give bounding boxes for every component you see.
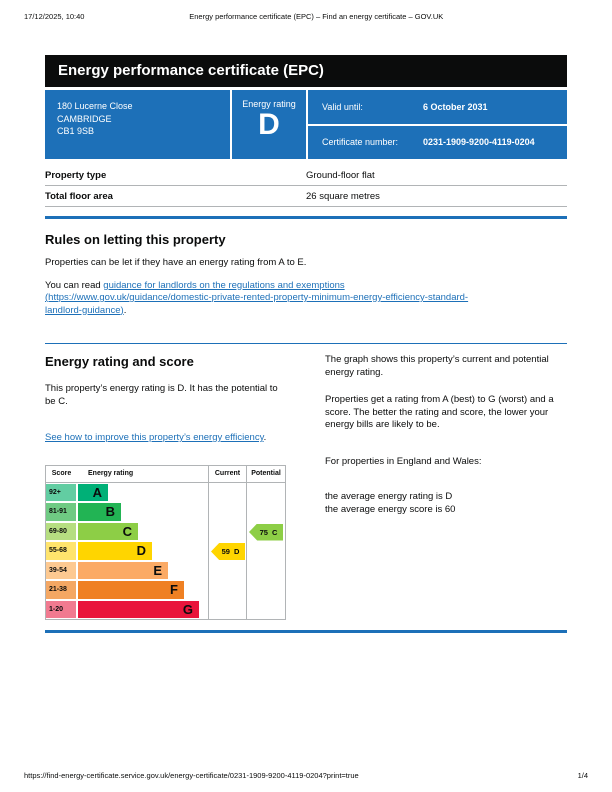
floor-area-label: Total floor area xyxy=(45,191,113,202)
page-number: 1/4 xyxy=(577,771,588,780)
graph-description: The graph shows this property’s current … xyxy=(325,354,549,378)
improve-paragraph: See how to improve this property’s energ… xyxy=(45,432,285,445)
rules-paragraph: Properties can be let if they have an en… xyxy=(45,257,307,268)
improve-link-suffix: . xyxy=(263,432,267,443)
section-divider xyxy=(45,216,567,219)
valid-until-label: Valid until: xyxy=(322,101,363,112)
band-bar: D xyxy=(78,542,152,560)
certificate-details: Valid until: 6 October 2031 Certificate … xyxy=(308,90,567,159)
current-column-header: Current xyxy=(209,466,246,483)
average-lines: the average energy rating is D the avera… xyxy=(325,491,567,516)
epc-band-row-b: 81-91 B xyxy=(46,502,208,522)
property-address: 180 Lucerne Close CAMBRIDGE CB1 9SB xyxy=(45,90,232,159)
page-title: Energy performance certificate (EPC) xyxy=(45,55,567,87)
print-document-title: Energy performance certificate (EPC) – F… xyxy=(189,12,444,21)
address-line-2: CAMBRIDGE xyxy=(57,113,112,124)
rating-paragraph: This property’s energy rating is D. It h… xyxy=(45,383,278,407)
england-wales-intro: For properties in England and Wales: xyxy=(325,455,482,467)
certificate-summary-panel: 180 Lucerne Close CAMBRIDGE CB1 9SB Ener… xyxy=(45,90,567,159)
potential-score: 75 xyxy=(259,527,268,537)
rating-left-column: Energy rating and score This property’s … xyxy=(45,354,315,620)
band-score-range: 69-80 xyxy=(46,522,76,540)
valid-until-value: 6 October 2031 xyxy=(423,101,488,112)
band-score-range: 1-20 xyxy=(46,600,76,618)
energy-rating-box: Energy rating D xyxy=(232,90,308,159)
print-datetime: 17/12/2025, 10:40 xyxy=(24,12,85,21)
epc-chart-header: Score Energy rating xyxy=(46,466,208,483)
current-score: 59 xyxy=(221,547,230,556)
guidance-paragraph: You can read guidance for landlords on t… xyxy=(45,280,475,318)
band-score-range: 55-68 xyxy=(46,542,76,560)
certificate-number-row: Certificate number: 0231-1909-9200-4119-… xyxy=(308,126,567,160)
band-bar: A xyxy=(78,483,108,501)
print-header: 17/12/2025, 10:40 Energy performance cer… xyxy=(24,12,588,21)
score-column-header: Score xyxy=(51,470,72,477)
epc-rating-chart: Score Energy rating 92+ A 81-91 B 69-80 C 55-6… xyxy=(45,464,286,620)
property-type-value: Ground-floor flat xyxy=(306,170,375,181)
epc-bands-column: Score Energy rating 92+ A 81-91 B 69-80 C 55-6… xyxy=(46,466,208,620)
epc-band-row-e: 39-54 E xyxy=(46,561,208,581)
floor-area-value: 26 square metres xyxy=(306,191,380,202)
band-bar: C xyxy=(78,522,138,540)
band-score-range: 21-38 xyxy=(46,581,76,599)
certificate-content: Energy performance certificate (EPC) 180… xyxy=(45,55,567,633)
property-type-label: Property type xyxy=(45,170,107,181)
rules-heading: Rules on letting this property xyxy=(45,232,226,247)
guidance-link-prefix: You can read xyxy=(45,279,104,291)
band-bar: G xyxy=(78,600,199,618)
valid-until-row: Valid until: 6 October 2031 xyxy=(308,90,567,126)
rating-explainer: Properties get a rating from A (best) to… xyxy=(325,394,554,430)
potential-column-header: Potential xyxy=(247,466,285,483)
epc-band-row-g: 1-20 G xyxy=(46,600,208,620)
current-rating-arrow: 59 D xyxy=(211,543,245,560)
potential-letter: C xyxy=(271,527,278,537)
average-score-line: the average energy score is 60 xyxy=(325,503,456,515)
table-row: Property type Ground-floor flat xyxy=(45,165,567,186)
band-score-range: 39-54 xyxy=(46,561,76,579)
rating-column-header: Energy rating xyxy=(88,470,134,477)
band-bar: B xyxy=(78,503,121,521)
band-score-range: 81-91 xyxy=(46,503,76,521)
table-row: Total floor area 26 square metres xyxy=(45,186,567,207)
landlord-guidance-link[interactable]: guidance for landlords on the regulation… xyxy=(45,279,469,316)
epc-band-row-a: 92+ A xyxy=(46,483,208,503)
certificate-number-label: Certificate number: xyxy=(322,137,399,148)
print-footer: https://find-energy-certificate.service.… xyxy=(24,771,588,780)
epc-band-row-f: 21-38 F xyxy=(46,580,208,600)
address-line-1: 180 Lucerne Close xyxy=(57,101,133,111)
potential-rating-column: Potential 75 C xyxy=(246,465,285,619)
footer-url: https://find-energy-certificate.service.… xyxy=(24,771,359,780)
rules-on-letting-section: Rules on letting this property Propertie… xyxy=(45,232,567,344)
energy-rating-label: Energy rating xyxy=(242,99,296,109)
address-line-3: CB1 9SB xyxy=(57,126,95,136)
band-score-range: 92+ xyxy=(46,483,76,501)
rating-heading: Energy rating and score xyxy=(45,354,194,369)
property-summary-table: Property type Ground-floor flat Total fl… xyxy=(45,165,567,207)
current-rating-column: Current 59 D xyxy=(208,465,246,619)
average-rating-line: the average energy rating is D xyxy=(325,491,453,502)
epc-bands: 92+ A 81-91 B 69-80 C 55-68 D 39-54 E 21-38 F 1-20 G xyxy=(46,483,208,620)
current-letter: D xyxy=(233,547,240,556)
improve-efficiency-link[interactable]: See how to improve this property’s energ… xyxy=(45,432,264,443)
band-bar: E xyxy=(78,561,168,579)
guidance-link-suffix: . xyxy=(123,304,127,316)
rating-right-column: The graph shows this property’s current … xyxy=(315,354,567,620)
section-divider xyxy=(45,630,567,633)
epc-band-row-c: 69-80 C xyxy=(46,522,208,542)
certificate-number-value: 0231-1909-9200-4119-0204 xyxy=(423,137,535,148)
epc-band-row-d: 55-68 D xyxy=(46,541,208,561)
energy-rating-section: Energy rating and score This property’s … xyxy=(45,354,567,620)
energy-rating-letter: D xyxy=(258,108,280,141)
band-bar: F xyxy=(78,581,184,599)
potential-rating-arrow: 75 C xyxy=(249,523,283,541)
section-divider xyxy=(45,343,567,344)
